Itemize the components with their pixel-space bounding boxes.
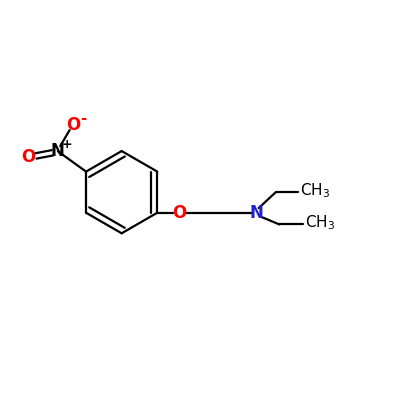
Text: +: + (61, 138, 72, 151)
Text: N: N (250, 204, 264, 222)
Text: CH$_3$: CH$_3$ (305, 213, 335, 232)
Text: CH$_3$: CH$_3$ (300, 181, 330, 200)
Text: N: N (51, 142, 65, 160)
Text: O: O (172, 204, 186, 222)
Text: O: O (66, 116, 80, 134)
Text: -: - (80, 111, 86, 126)
Text: O: O (21, 148, 36, 166)
